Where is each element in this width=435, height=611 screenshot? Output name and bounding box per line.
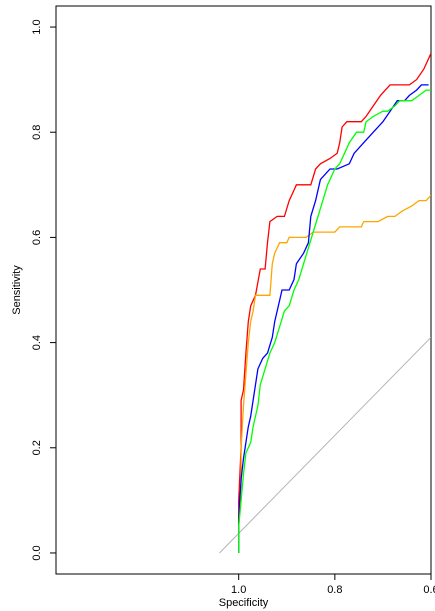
y-axis: 0.0 0.2 0.4 0.6 0.8 1.0 — [31, 19, 56, 561]
plot-area — [219, 53, 431, 554]
x-tick-label: 0.6 — [423, 584, 435, 596]
x-tick-label: 1.0 — [231, 584, 246, 596]
roc-curve-4 — [238, 89, 431, 553]
x-tick-label: 0.8 — [327, 584, 342, 596]
y-tick-label: 1.0 — [31, 19, 43, 34]
x-axis: 1.0 0.8 0.6 — [231, 574, 435, 596]
roc-curve-2 — [238, 194, 431, 553]
y-tick-label: 0.6 — [31, 230, 43, 245]
y-tick-label: 0.0 — [31, 545, 43, 560]
y-tick-label: 0.4 — [31, 335, 43, 350]
x-axis-title: Specificity — [219, 597, 269, 609]
y-tick-label: 0.2 — [31, 440, 43, 455]
plot-frame — [55, 5, 432, 575]
reference-line — [219, 336, 431, 554]
y-tick-label: 0.8 — [31, 125, 43, 140]
roc-curve-3 — [238, 84, 429, 553]
y-axis-title: Sensitivity — [11, 265, 23, 315]
roc-curve-1 — [238, 53, 431, 553]
